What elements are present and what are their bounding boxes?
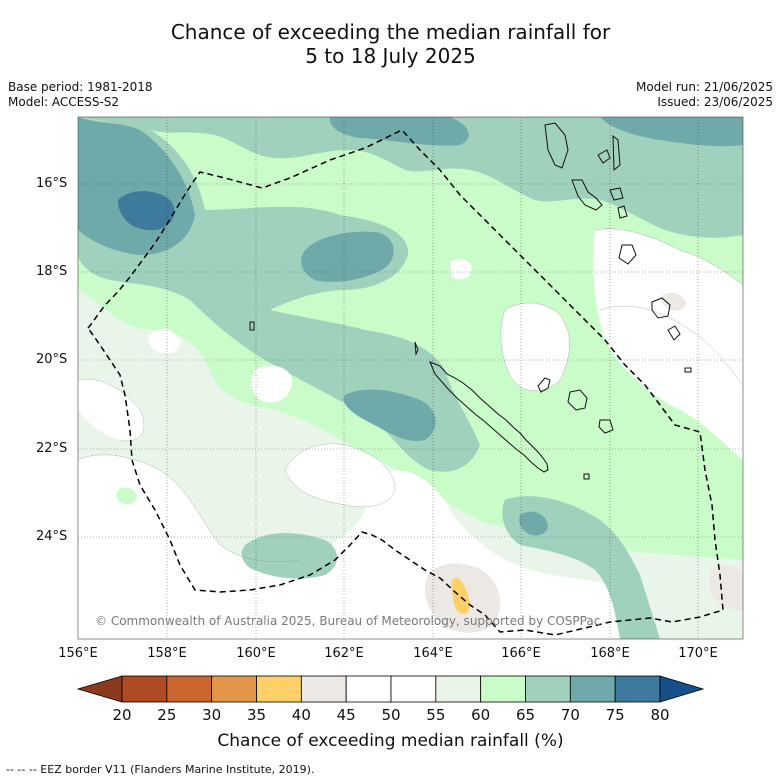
contour-45-55-small: [251, 365, 293, 403]
contour-65-70-southwest: [241, 533, 338, 579]
contour-60-65-dot: [115, 487, 137, 505]
contour-45-55-central: [285, 443, 395, 507]
colorbar-title: Chance of exceeding median rainfall (%): [217, 731, 564, 751]
map-title-line-1: Chance of exceeding the median rainfall …: [170, 20, 611, 44]
colorbar-swatch-75-80: [614, 675, 661, 703]
colorbar-swatch-35-40: [256, 675, 302, 703]
rainfall-contours: [78, 117, 743, 639]
contour-45-55-dot: [148, 329, 181, 354]
lon-label-170e: 170°E: [678, 646, 718, 661]
model-run-text: Model run: 21/06/2025: [635, 80, 773, 94]
espiritu-santo-outline: [544, 122, 569, 169]
contour-lines: [78, 228, 743, 563]
contour-65-70-north: [78, 117, 743, 238]
lon-label-168e: 168°E: [590, 646, 630, 661]
malakula-outline: [571, 179, 603, 211]
colorbar-under-arrow: [76, 675, 123, 703]
colorbar-swatch-20-25: [121, 675, 168, 703]
colorbar-tick-20: 20: [112, 706, 132, 724]
lon-label-162e: 162°E: [324, 646, 364, 661]
map-title-line-2: 5 to 18 July 2025: [305, 44, 476, 68]
erromango-outline: [651, 297, 671, 319]
mare-outline: [598, 419, 614, 434]
chesterfield-islands-outline: [249, 321, 255, 331]
colorbar-tick-75: 75: [605, 706, 625, 724]
colorbar-swatch-30-35: [211, 675, 257, 703]
lat-label-24s: 24°S: [36, 529, 68, 544]
lat-label-22s: 22°S: [36, 441, 68, 456]
colorbar-tick-65: 65: [515, 706, 536, 724]
contour-40-45-northeast: [661, 292, 686, 311]
colorbar-swatch-45-50: [345, 675, 392, 703]
meta-right: Model run: 21/06/2025 Issued: 23/06/2025: [636, 80, 773, 110]
lifou-outline: [567, 389, 588, 411]
epi-outline: [617, 205, 628, 219]
isle-of-pines-outline: [583, 473, 590, 480]
lon-label-156e: 156°E: [58, 646, 98, 661]
map-frame: [77, 116, 744, 640]
tanna-outline: [667, 325, 681, 341]
contour-70-75-south: [343, 389, 436, 441]
issued-text: Issued: 23/06/2025: [657, 95, 773, 109]
eez-footnote: -- -- -- EEZ border V11 (Flanders Marine…: [6, 763, 315, 776]
lon-label-164e: 164°E: [413, 646, 453, 661]
lat-label-18s: 18°S: [36, 264, 68, 279]
colorbar-tick-30: 30: [202, 706, 222, 724]
contour-70-75-southeast: [519, 511, 548, 536]
contour-35-40: [451, 578, 470, 615]
colorbar-tick-50: 50: [381, 706, 401, 724]
colorbar-tick-35: 35: [246, 706, 267, 724]
maewo-outline: [612, 134, 621, 172]
contour-45-55-west: [78, 379, 144, 441]
colorbar-swatch-55-60: [435, 675, 482, 703]
lat-label-20s: 20°S: [36, 352, 68, 367]
colorbar-tick-80: 80: [650, 706, 670, 724]
contour-70-75-northeast: [600, 117, 743, 147]
colorbar-swatch-65-70: [525, 675, 571, 703]
contour-45-55-south: [78, 454, 650, 639]
colorbar-tick-55: 55: [426, 706, 446, 724]
contour-70-75-center: [301, 231, 394, 282]
contour-45-55-island: [500, 303, 570, 391]
belep-islands-outline: [414, 341, 419, 356]
contour-75-80: [118, 191, 175, 231]
lon-label-158e: 158°E: [147, 646, 187, 661]
colorbar-swatch-50-55: [390, 675, 437, 703]
colorbar: [76, 675, 705, 703]
aneityum-outline: [684, 367, 692, 373]
colorbar-tick-70: 70: [560, 706, 580, 724]
colorbar-swatch-60-65: [480, 675, 526, 703]
colorbar-swatch-25-30: [166, 675, 213, 703]
colorbar-tick-25: 25: [157, 706, 177, 724]
contour-45-55-east: [593, 228, 743, 460]
contour-40-45-east: [710, 565, 743, 611]
colorbar-swatch-70-75: [569, 675, 616, 703]
ouvea-outline: [537, 377, 551, 393]
model-text: Model: ACCESS-S2: [8, 95, 120, 109]
ambrym-outline: [609, 187, 624, 201]
colorbar-tick-45: 45: [336, 706, 356, 724]
colorbar-swatch-40-45: [300, 675, 347, 703]
colorbar-tick-60: 60: [471, 706, 491, 724]
lon-label-160e: 160°E: [236, 646, 276, 661]
base-period-text: Base period: 1981-2018: [8, 80, 153, 94]
lat-label-16s: 16°S: [36, 176, 68, 191]
ambae-outline: [597, 149, 611, 164]
lon-label-166e: 166°E: [501, 646, 541, 661]
efate-outline: [618, 244, 637, 265]
new-caledonia-outline: [429, 361, 549, 473]
colorbar-tick-40: 40: [291, 706, 311, 724]
contour-45-55-blob: [450, 259, 472, 280]
colorbar-over-arrow: [659, 675, 705, 703]
meta-left: Base period: 1981-2018 Model: ACCESS-S2: [8, 80, 153, 110]
copyright-watermark: © Commonwealth of Australia 2025, Bureau…: [95, 614, 601, 628]
